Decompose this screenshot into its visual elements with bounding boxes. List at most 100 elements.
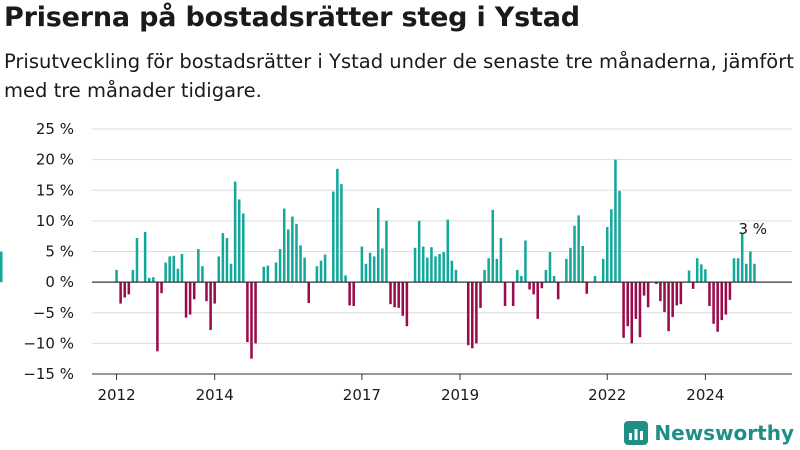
bar (691, 282, 695, 289)
bar (372, 256, 376, 283)
bar (642, 282, 646, 296)
bar (581, 245, 584, 283)
bar (397, 282, 400, 308)
bar (364, 263, 368, 283)
last-value-annotation: 3 % (738, 220, 767, 238)
bar (471, 282, 474, 349)
bar (164, 262, 167, 283)
bar (548, 252, 552, 283)
bar (180, 253, 184, 283)
bar (483, 269, 486, 283)
bar (708, 282, 711, 307)
bar (655, 282, 658, 284)
bar (565, 258, 568, 283)
bar (368, 252, 372, 283)
bars (0, 159, 756, 359)
bar (340, 184, 343, 283)
x-tick-label: 2024 (686, 386, 724, 404)
bar (487, 258, 490, 283)
bar (450, 260, 454, 283)
bar (401, 282, 405, 316)
bar (405, 282, 409, 327)
bar (466, 282, 470, 346)
bar (123, 282, 126, 298)
bar (712, 282, 715, 324)
bar (622, 282, 625, 338)
bar (160, 282, 163, 294)
bar (626, 282, 629, 327)
bar (630, 282, 634, 344)
bar (319, 260, 323, 283)
bar (291, 216, 294, 283)
bar (303, 257, 306, 283)
bar (332, 191, 335, 283)
y-tick-label: 10 % (36, 212, 74, 230)
bar (532, 282, 535, 295)
bar (315, 266, 319, 283)
bar (209, 282, 212, 330)
bar (499, 238, 503, 283)
bar (573, 225, 576, 283)
bar (229, 263, 233, 283)
bar (336, 168, 339, 283)
y-tick-label: −5 % (33, 304, 74, 322)
bar (528, 282, 531, 290)
bar (197, 249, 200, 283)
y-tick-label: 20 % (36, 151, 74, 169)
bar (246, 282, 249, 343)
y-tick-label: 5 % (45, 243, 74, 261)
bar (213, 282, 216, 304)
bar (152, 277, 155, 283)
bar (732, 258, 736, 283)
bar (242, 213, 245, 283)
bar (749, 251, 752, 283)
y-tick-label: −10 % (23, 334, 74, 352)
bar (524, 240, 527, 283)
bar (704, 269, 707, 283)
bar (536, 282, 539, 319)
bar (687, 270, 691, 283)
page-subtitle: Prisutveckling för bostadsrätter i Ystad… (4, 50, 794, 102)
bar (569, 247, 572, 283)
x-tick-label: 2012 (97, 386, 135, 404)
bar (127, 282, 131, 295)
bar (143, 231, 147, 283)
bar (663, 282, 666, 313)
bar (454, 269, 458, 283)
newsworthy-logo: Newsworthy (624, 421, 794, 445)
bar (585, 282, 589, 294)
bar (593, 276, 597, 283)
bar (610, 209, 613, 283)
bar (520, 276, 523, 283)
bar (434, 256, 437, 283)
bar (475, 282, 478, 344)
bar (266, 265, 270, 283)
bar (348, 282, 351, 306)
bar (675, 282, 679, 306)
bar (393, 282, 396, 308)
x-tick-label: 2022 (588, 386, 626, 404)
bar (147, 277, 151, 283)
bar (278, 249, 282, 283)
bar (221, 233, 225, 283)
bar (233, 181, 237, 283)
bar (753, 263, 756, 283)
x-tick-label: 2019 (441, 386, 479, 404)
bar (389, 282, 392, 305)
bar (262, 266, 266, 283)
bar (745, 263, 748, 283)
bar (135, 238, 139, 283)
bar (516, 269, 519, 283)
bar (671, 282, 674, 318)
x-tick-label: 2017 (343, 386, 381, 404)
bar (381, 248, 384, 283)
y-tick-label: 15 % (36, 181, 74, 199)
bar (115, 269, 118, 283)
bar (614, 159, 617, 283)
bar (736, 258, 740, 283)
bar (417, 220, 421, 283)
bar (724, 282, 728, 315)
bar (728, 282, 732, 300)
bar (352, 282, 355, 307)
